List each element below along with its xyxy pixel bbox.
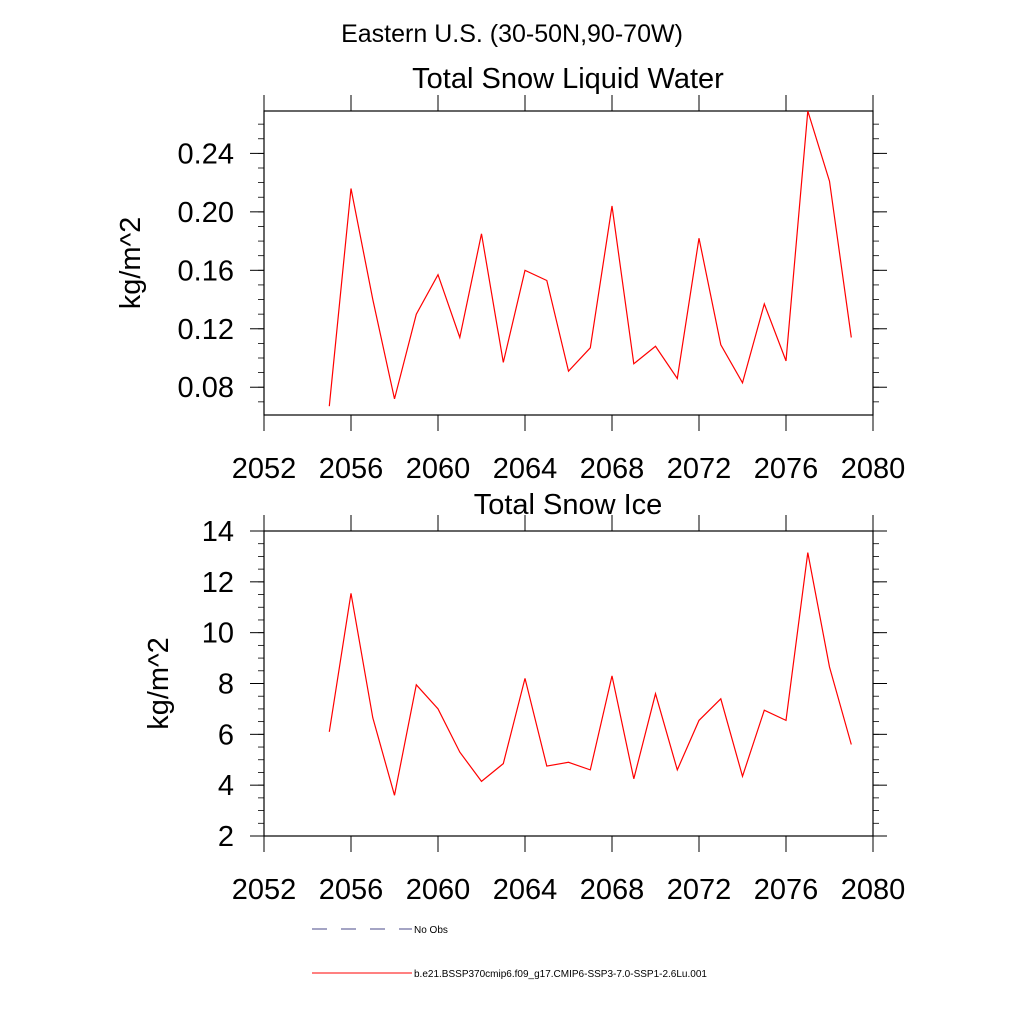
chart-1-data-point bbox=[350, 188, 351, 189]
chart-1-data-point bbox=[698, 238, 699, 239]
chart-2-x-tick-label: 2064 bbox=[493, 874, 558, 906]
chart-1-data-point bbox=[590, 347, 591, 348]
chart-2-data-point bbox=[372, 717, 373, 718]
chart-2-data-point bbox=[829, 666, 830, 667]
chart-1-y-tick-label: 0.16 bbox=[178, 255, 234, 287]
chart-1-data-point bbox=[568, 371, 569, 372]
chart-2-data-point bbox=[633, 778, 634, 779]
chart-1-y-tick-label: 0.24 bbox=[178, 138, 234, 170]
chart-2-y-tick-label: 2 bbox=[218, 821, 234, 853]
chart-2-data-point bbox=[655, 693, 656, 694]
chart-2-x-tick-label: 2052 bbox=[232, 874, 297, 906]
chart-2-data-point bbox=[677, 769, 678, 770]
chart-1-data-point bbox=[785, 360, 786, 361]
chart-1-data-point bbox=[720, 344, 721, 345]
chart-1-x-tick-label: 2052 bbox=[232, 453, 297, 485]
chart-2-data-point bbox=[437, 708, 438, 709]
chart-2-x-tick-label: 2072 bbox=[667, 874, 732, 906]
chart-2-data-point bbox=[785, 720, 786, 721]
figure-title: Eastern U.S. (30-50N,90-70W) bbox=[341, 20, 683, 48]
chart-1-data-point bbox=[372, 299, 373, 300]
chart-2-y-axis-label: kg/m^2 bbox=[143, 637, 175, 730]
chart-1-plot: 2052 2056 2060 2064 2068 2072 2076 2080 0.08 0.12… bbox=[115, 95, 905, 485]
chart-1-y-tick-label: 0.20 bbox=[178, 197, 234, 229]
chart-2-data-point bbox=[524, 678, 525, 679]
chart-2-data-point bbox=[590, 769, 591, 770]
chart-2-data-point bbox=[807, 552, 808, 553]
chart-2-data-point bbox=[481, 781, 482, 782]
chart-1-data-point bbox=[329, 406, 330, 407]
chart-2-data-point bbox=[611, 675, 612, 676]
chart-2-data-point bbox=[350, 593, 351, 594]
chart-1-data-point bbox=[524, 270, 525, 271]
legend: No Obs b.e21.BSSP370cmip6.f09_g17.CMIP6-… bbox=[312, 925, 707, 980]
chart-1-data-point bbox=[416, 314, 417, 315]
chart-2-y-tick-label: 12 bbox=[202, 567, 234, 599]
chart-2-data-point bbox=[851, 744, 852, 745]
chart-2-frame bbox=[263, 530, 874, 837]
chart-1-data-point bbox=[633, 363, 634, 364]
chart-1-data-point bbox=[764, 303, 765, 304]
chart-1-title: Total Snow Liquid Water bbox=[412, 63, 724, 95]
chart-1-data-point bbox=[503, 362, 504, 363]
chart-2-data-point bbox=[742, 776, 743, 777]
chart-2-y-tick-label: 4 bbox=[218, 770, 234, 802]
chart-1-data-point bbox=[437, 274, 438, 275]
chart-2-data-point bbox=[329, 731, 330, 732]
chart-2-data-point bbox=[416, 684, 417, 685]
chart-1-data-point bbox=[655, 346, 656, 347]
chart-1-y-tick-label: 0.12 bbox=[178, 314, 234, 346]
legend-label-model: b.e21.BSSP370cmip6.f09_g17.CMIP6-SSP3-7.… bbox=[414, 969, 707, 980]
chart-1-y-axis-label: kg/m^2 bbox=[115, 217, 147, 310]
chart-2-x-tick-label: 2080 bbox=[841, 874, 906, 906]
chart-1-data-point bbox=[677, 378, 678, 379]
legend-label-no-obs: No Obs bbox=[414, 925, 448, 936]
chart-1-data-point bbox=[459, 337, 460, 338]
chart-1-x-tick-label: 2080 bbox=[841, 453, 906, 485]
chart-1-data-point bbox=[481, 233, 482, 234]
chart-2-x-tick-label: 2056 bbox=[319, 874, 384, 906]
chart-1-data-point bbox=[807, 110, 808, 111]
chart-2-data-point bbox=[459, 752, 460, 753]
chart-1-data-point bbox=[611, 205, 612, 206]
chart-1-data-point bbox=[851, 337, 852, 338]
chart-2-data-point bbox=[546, 766, 547, 767]
chart-2-data-point bbox=[503, 763, 504, 764]
chart-2-plot: 2052 2056 2060 2064 2068 2072 2076 2080 2 4 6 8 10 12… bbox=[143, 515, 905, 906]
chart-2-x-tick-label: 2060 bbox=[406, 874, 471, 906]
chart-1-x-tick-label: 2076 bbox=[754, 453, 819, 485]
chart-1-y-tick-label: 0.08 bbox=[178, 372, 234, 404]
chart-2-data-point bbox=[764, 710, 765, 711]
chart-1-frame bbox=[263, 110, 874, 416]
chart-2-y-tick-label: 8 bbox=[218, 669, 234, 701]
chart-2-y-tick-label: 6 bbox=[218, 719, 234, 751]
chart-1-x-tick-label: 2064 bbox=[493, 453, 558, 485]
chart-1-x-tick-label: 2068 bbox=[580, 453, 645, 485]
chart-1-data-point bbox=[829, 181, 830, 182]
chart-1-x-tick-label: 2060 bbox=[406, 453, 471, 485]
chart-1-x-tick-label: 2056 bbox=[319, 453, 384, 485]
chart-1-data-point bbox=[742, 382, 743, 383]
chart-2-x-tick-label: 2068 bbox=[580, 874, 645, 906]
chart-2-data-point bbox=[720, 698, 721, 699]
chart-2-y-tick-label: 14 bbox=[202, 516, 234, 548]
chart-2-x-tick-label: 2076 bbox=[754, 874, 819, 906]
chart-1-x-tick-label: 2072 bbox=[667, 453, 732, 485]
chart-2-data-point bbox=[698, 720, 699, 721]
chart-1-data-point bbox=[394, 398, 395, 399]
chart-2-series-line bbox=[328, 552, 852, 796]
chart-2-data-point bbox=[568, 762, 569, 763]
chart-2-title: Total Snow Ice bbox=[474, 489, 663, 521]
chart-2-y-tick-label: 10 bbox=[202, 618, 234, 650]
chart-1-series-line bbox=[328, 110, 852, 407]
chart-2-data-point bbox=[394, 795, 395, 796]
chart-1-data-point bbox=[546, 280, 547, 281]
